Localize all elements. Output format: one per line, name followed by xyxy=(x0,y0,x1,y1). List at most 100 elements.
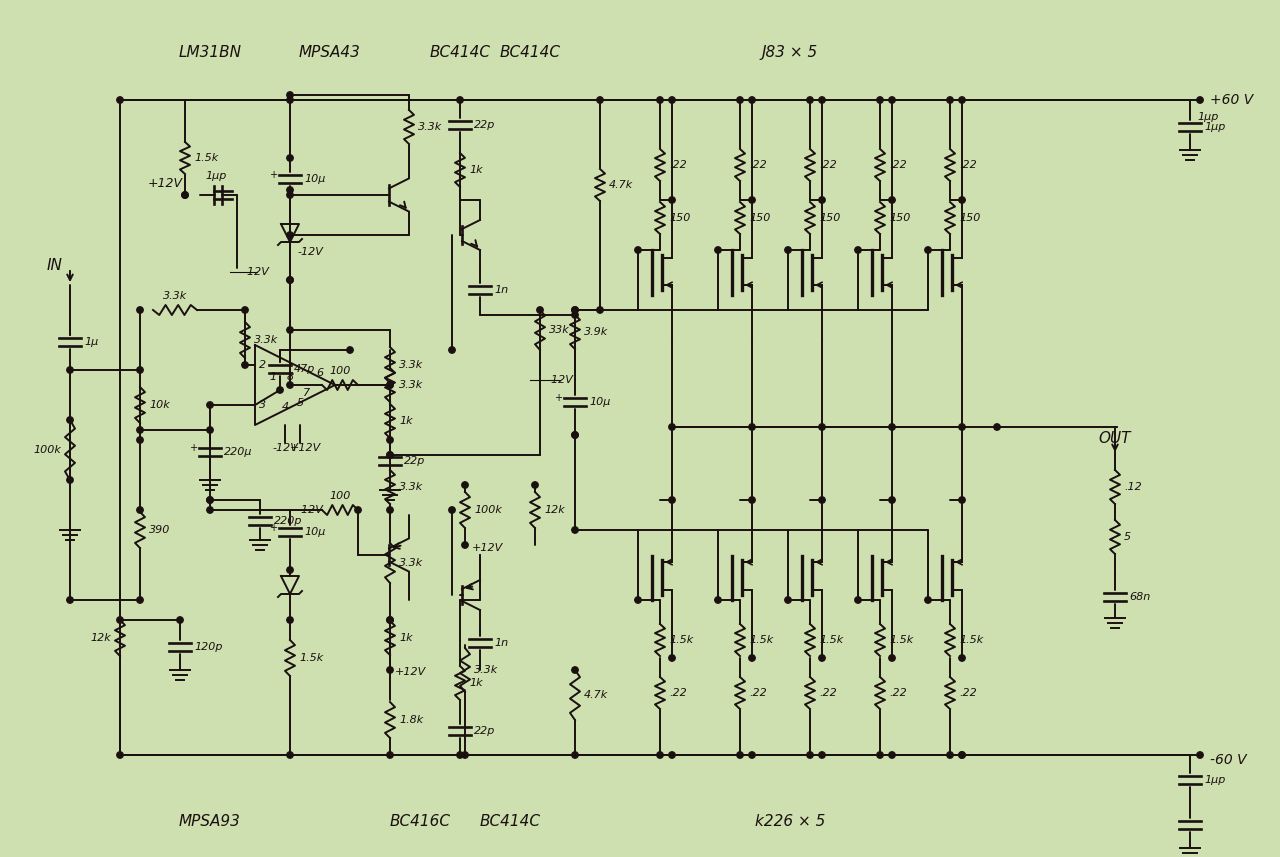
Text: 150: 150 xyxy=(669,213,690,223)
Text: BC414C: BC414C xyxy=(430,45,490,59)
Text: BC414C: BC414C xyxy=(480,814,540,830)
Circle shape xyxy=(462,482,468,488)
Circle shape xyxy=(387,617,393,623)
Text: 10μ: 10μ xyxy=(305,527,325,537)
Text: .22: .22 xyxy=(890,688,906,698)
Circle shape xyxy=(287,277,293,283)
Text: -12V: -12V xyxy=(244,267,270,277)
Text: -12V: -12V xyxy=(548,375,573,385)
Circle shape xyxy=(387,617,393,623)
Circle shape xyxy=(531,482,538,488)
Circle shape xyxy=(536,307,543,313)
Circle shape xyxy=(819,655,826,662)
Circle shape xyxy=(749,752,755,758)
Circle shape xyxy=(387,437,393,443)
Circle shape xyxy=(449,506,456,513)
Circle shape xyxy=(1197,97,1203,103)
Text: .22: .22 xyxy=(749,160,767,170)
Circle shape xyxy=(668,497,676,503)
Text: .22: .22 xyxy=(669,688,687,698)
Circle shape xyxy=(888,197,895,203)
Text: .22: .22 xyxy=(819,160,837,170)
Circle shape xyxy=(959,655,965,662)
Circle shape xyxy=(287,92,293,99)
Circle shape xyxy=(959,197,965,203)
Circle shape xyxy=(596,97,603,103)
Circle shape xyxy=(714,247,721,253)
Text: 1.5k: 1.5k xyxy=(819,635,844,645)
Text: 22p: 22p xyxy=(404,456,425,466)
Text: 220p: 220p xyxy=(274,516,302,526)
Text: 1μp: 1μp xyxy=(205,171,227,181)
Circle shape xyxy=(182,192,188,198)
Circle shape xyxy=(276,387,283,393)
Circle shape xyxy=(1197,752,1203,758)
Circle shape xyxy=(635,247,641,253)
Circle shape xyxy=(596,307,603,313)
Text: .22: .22 xyxy=(959,160,977,170)
Circle shape xyxy=(572,752,579,758)
Circle shape xyxy=(242,362,248,369)
Circle shape xyxy=(462,752,468,758)
Circle shape xyxy=(959,752,965,758)
Text: 1k: 1k xyxy=(399,633,412,643)
Text: +12V: +12V xyxy=(147,177,183,189)
Circle shape xyxy=(67,367,73,373)
Circle shape xyxy=(462,542,468,548)
Circle shape xyxy=(287,155,293,161)
Circle shape xyxy=(207,506,214,513)
Text: -12V: -12V xyxy=(273,443,298,453)
Circle shape xyxy=(855,596,861,603)
Circle shape xyxy=(668,97,676,103)
Circle shape xyxy=(572,432,579,438)
Text: 6: 6 xyxy=(316,368,324,378)
Circle shape xyxy=(207,402,214,408)
Circle shape xyxy=(819,752,826,758)
Text: 3.3k: 3.3k xyxy=(399,380,424,390)
Circle shape xyxy=(572,432,579,438)
Text: 100k: 100k xyxy=(33,445,61,455)
Circle shape xyxy=(387,452,393,458)
Circle shape xyxy=(116,97,123,103)
Text: BC414C: BC414C xyxy=(499,45,561,59)
Text: +12V: +12V xyxy=(396,667,426,677)
Text: .22: .22 xyxy=(669,160,687,170)
Text: 1n: 1n xyxy=(494,638,508,648)
Circle shape xyxy=(67,476,73,483)
Circle shape xyxy=(959,752,965,758)
Circle shape xyxy=(668,197,676,203)
Text: 3.3k: 3.3k xyxy=(419,122,443,132)
Text: 22p: 22p xyxy=(474,120,495,130)
Circle shape xyxy=(877,752,883,758)
Circle shape xyxy=(387,382,393,388)
Circle shape xyxy=(888,752,895,758)
Circle shape xyxy=(207,427,214,433)
Text: +: + xyxy=(554,393,563,403)
Text: 220μ: 220μ xyxy=(224,447,252,457)
Text: 150: 150 xyxy=(890,213,910,223)
Text: 1μ: 1μ xyxy=(84,337,99,347)
Text: 3.3k: 3.3k xyxy=(474,665,498,675)
Circle shape xyxy=(287,327,293,333)
Circle shape xyxy=(993,424,1000,430)
Text: IN: IN xyxy=(47,257,63,273)
Circle shape xyxy=(387,667,393,674)
Text: k226 × 5: k226 × 5 xyxy=(755,814,826,830)
Circle shape xyxy=(287,187,293,193)
Text: 150: 150 xyxy=(819,213,841,223)
Circle shape xyxy=(116,617,123,623)
Text: 150: 150 xyxy=(959,213,980,223)
Circle shape xyxy=(668,424,676,430)
Circle shape xyxy=(668,752,676,758)
Text: -12V: -12V xyxy=(298,247,324,257)
Text: 7: 7 xyxy=(303,388,311,398)
Circle shape xyxy=(242,307,248,313)
Text: J83 × 5: J83 × 5 xyxy=(762,45,818,59)
Text: 1.5k: 1.5k xyxy=(959,635,983,645)
Circle shape xyxy=(959,424,965,430)
Text: 100: 100 xyxy=(329,366,351,376)
Text: 12k: 12k xyxy=(544,505,564,515)
Text: 1k: 1k xyxy=(468,678,483,688)
Text: 22p: 22p xyxy=(474,726,495,736)
Text: 120p: 120p xyxy=(195,642,223,652)
